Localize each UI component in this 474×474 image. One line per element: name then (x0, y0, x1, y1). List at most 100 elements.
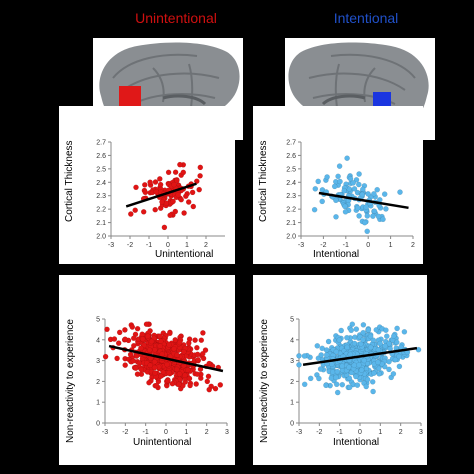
scatter-point (318, 352, 324, 358)
scatter-point (319, 198, 325, 205)
scatter-point (174, 352, 180, 358)
trend-line (125, 182, 197, 208)
scatter-point (346, 384, 353, 391)
scatter-point (365, 327, 372, 333)
scatter-point (197, 173, 203, 179)
x-tick-label: 1 (378, 429, 382, 436)
scatter-point (374, 186, 380, 193)
scatter-point (157, 333, 163, 339)
y-tick-label: 2.0 (96, 234, 106, 241)
scatter-point (167, 212, 173, 219)
x-tick-label: -1 (143, 429, 149, 436)
x-tick-label: 0 (366, 242, 370, 249)
scatter-point (396, 353, 402, 360)
scatter-point (364, 228, 370, 235)
y-tick-label: 2.3 (96, 193, 106, 200)
scatter-point (181, 349, 187, 355)
scatter-point (111, 336, 118, 342)
scatter-point (151, 364, 158, 371)
scatter-point (140, 209, 147, 215)
ylabel-cortical-intentional: Cortical Thickness (258, 140, 269, 222)
scatter-point (189, 189, 196, 196)
scatter-point (193, 381, 199, 387)
scatter-point (341, 187, 347, 194)
scatter-point (161, 224, 168, 231)
x-tick-label: -2 (122, 429, 128, 436)
xlabel-nonreactivity-unintentional: Unintentional (133, 437, 192, 448)
scatter-point (200, 350, 206, 357)
scatter-point (350, 180, 356, 186)
scatter-point (319, 345, 325, 352)
scatter-point (336, 163, 343, 169)
scatter-panel-cortical-intentional: 2.0 2.1 2.2 2.3 2.4 2.5 2.6 2.7 -3 -2 -1 0 1 2 Cortic… (253, 106, 423, 264)
scatter-point (401, 329, 408, 335)
scatter-point (296, 353, 302, 359)
points (128, 161, 204, 231)
scatter-point (165, 377, 171, 384)
scatter-point (351, 362, 358, 369)
scatter-point (339, 381, 346, 388)
scatter-point (342, 203, 348, 210)
scatter-point (351, 186, 358, 192)
scatter-point (186, 375, 193, 382)
scatter-point (114, 355, 120, 362)
scatter-point (371, 191, 377, 197)
scatter-point (367, 344, 374, 351)
scatter-point (375, 365, 382, 372)
x-tick-label: 2 (411, 242, 415, 249)
scatter-point (143, 321, 150, 327)
scatter-point (342, 209, 349, 215)
column-title-intentional: Intentional (333, 10, 399, 26)
scatter-point (175, 192, 181, 198)
scatter-chart-nonreactivity-intentional: 0 1 2 3 4 5 -3 -2 -1 0 1 2 3 (290, 317, 423, 437)
scatter-point (176, 381, 182, 388)
scatter-point (375, 347, 382, 353)
y-tick-label: 2.2 (286, 207, 296, 214)
scatter-point (360, 186, 366, 193)
scatter-point (128, 211, 134, 217)
scatter-point (217, 382, 224, 388)
scatter-point (317, 366, 324, 372)
scatter-point (151, 359, 158, 365)
scatter-point (153, 382, 160, 389)
scatter-point (346, 186, 353, 192)
scatter-point (333, 197, 339, 204)
scatter-point (152, 179, 159, 185)
scatter-point (361, 219, 368, 226)
scatter-point (139, 331, 145, 337)
scatter-point (171, 346, 177, 352)
y-tick-label: 2 (290, 379, 294, 386)
scatter-point (338, 327, 344, 334)
scatter-point (336, 337, 343, 343)
scatter-point (127, 351, 134, 358)
scatter-point (139, 336, 146, 342)
scatter-point (196, 186, 202, 193)
scatter-point (349, 321, 356, 327)
scatter-chart-cortical-unintentional: 2.0 2.1 2.2 2.3 2.4 2.5 2.6 2.7 -3 -2 -1 0 1 2 (96, 140, 225, 249)
scatter-point (165, 169, 172, 176)
scatter-point (170, 198, 176, 205)
scatter-point (415, 346, 422, 353)
scatter-point (190, 203, 197, 210)
scatter-point (169, 380, 176, 387)
scatter-point (134, 325, 141, 332)
scatter-point (354, 382, 361, 388)
scatter-point (173, 366, 180, 373)
scatter-point (375, 213, 382, 220)
y-tick-label: 3 (290, 358, 294, 365)
scatter-point (133, 184, 139, 191)
scatter-point (328, 375, 335, 381)
points (311, 155, 403, 235)
scatter-point (152, 206, 158, 213)
scatter-point (176, 371, 183, 377)
scatter-point (325, 338, 332, 345)
scatter-point (356, 362, 362, 368)
scatter-point (359, 191, 366, 198)
scatter-point (158, 373, 164, 379)
scatter-point (104, 326, 110, 333)
scatter-point (172, 169, 179, 175)
scatter-point (198, 337, 205, 343)
y-tick-label: 2.7 (286, 140, 296, 147)
x-tick-label: 1 (389, 242, 393, 249)
y-tick-label: 2.1 (96, 220, 106, 227)
